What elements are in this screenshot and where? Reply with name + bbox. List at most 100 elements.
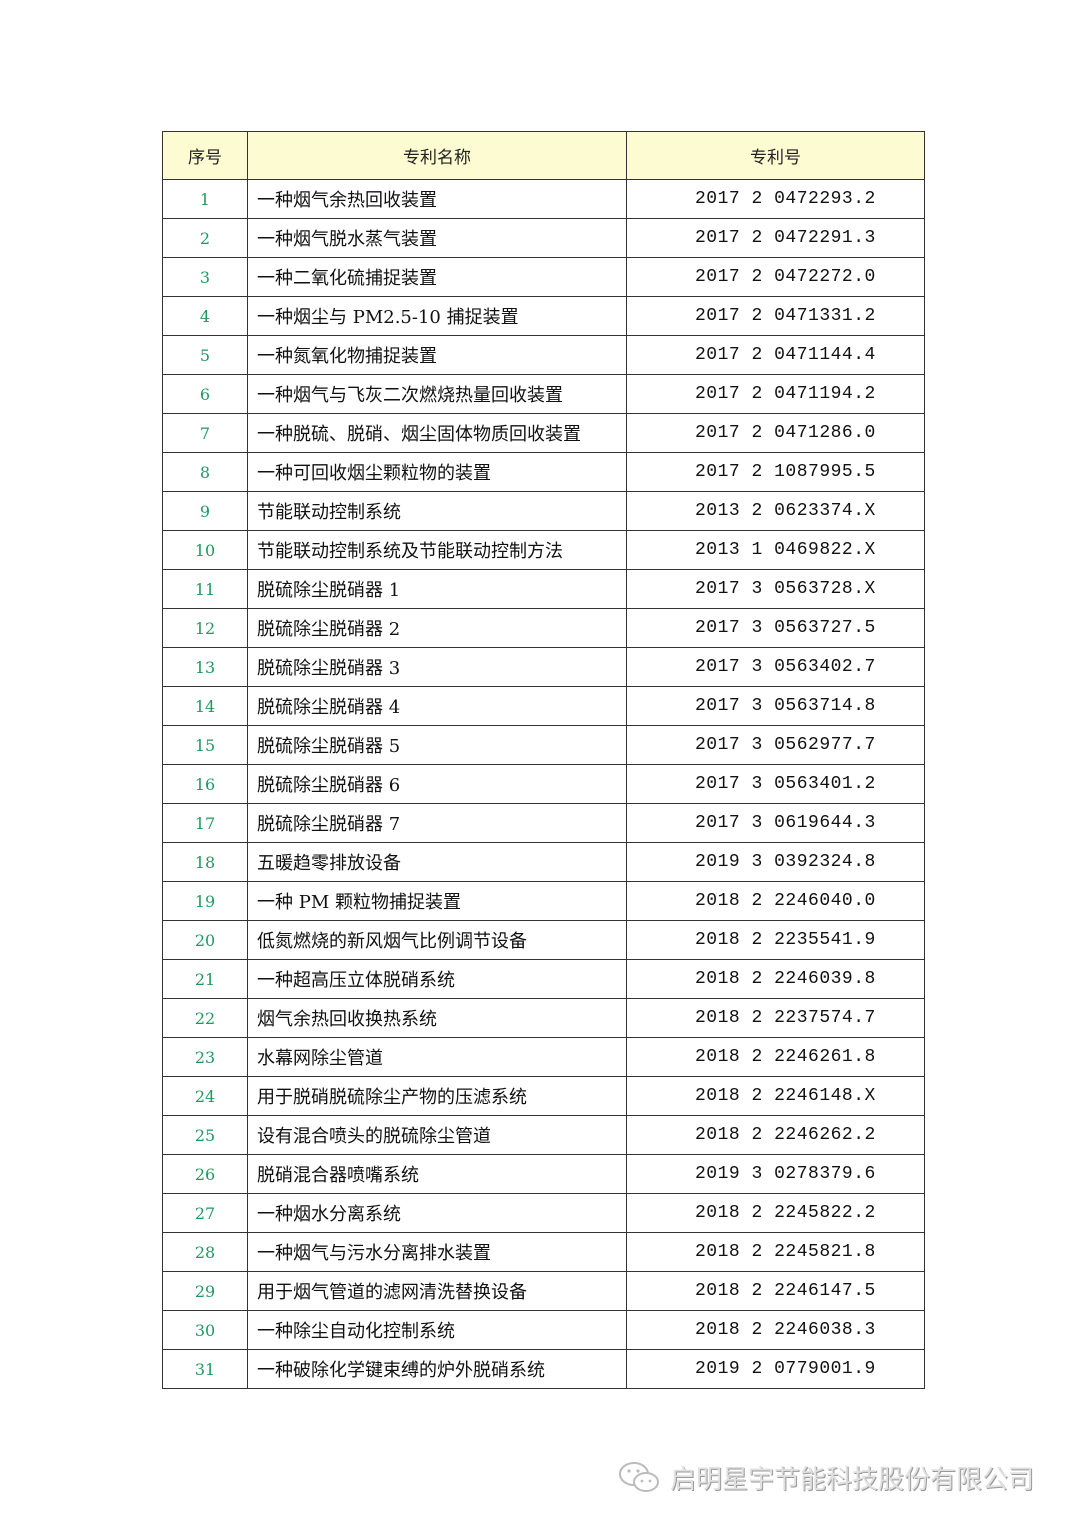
table-row: 4 一种烟尘与 PM2.5-10 捕捉装置 2017 2 0471331.2 xyxy=(162,296,925,336)
patent-number: 2018 2 2246147.5 xyxy=(626,1271,925,1311)
patent-number: 2018 2 2246261.8 xyxy=(626,1037,925,1077)
table-row: 8 一种可回收烟尘颗粒物的装置 2017 2 1087995.5 xyxy=(162,452,925,492)
row-index: 23 xyxy=(162,1037,248,1077)
patent-name: 一种超高压立体脱硝系统 xyxy=(247,959,627,999)
row-index: 11 xyxy=(162,569,248,609)
patent-name: 脱硫除尘脱硝器 4 xyxy=(247,686,627,726)
patent-number: 2019 2 0779001.9 xyxy=(626,1349,925,1389)
patent-number: 2017 2 0472293.2 xyxy=(626,179,925,219)
patent-name: 一种破除化学键束缚的炉外脱硝系统 xyxy=(247,1349,627,1389)
table-row: 21 一种超高压立体脱硝系统 2018 2 2246039.8 xyxy=(162,959,925,999)
row-index: 20 xyxy=(162,920,248,960)
row-index: 9 xyxy=(162,491,248,531)
table-row: 12 脱硫除尘脱硝器 2 2017 3 0563727.5 xyxy=(162,608,925,648)
table-row: 10 节能联动控制系统及节能联动控制方法 2013 1 0469822.X xyxy=(162,530,925,570)
patent-number: 2017 3 0563402.7 xyxy=(626,647,925,687)
patent-name: 脱硫除尘脱硝器 2 xyxy=(247,608,627,648)
row-index: 18 xyxy=(162,842,248,882)
patent-name: 一种烟气脱水蒸气装置 xyxy=(247,218,627,258)
patent-name: 一种脱硫、脱硝、烟尘固体物质回收装置 xyxy=(247,413,627,453)
patent-name: 低氮燃烧的新风烟气比例调节设备 xyxy=(247,920,627,960)
table-row: 27 一种烟水分离系统 2018 2 2245822.2 xyxy=(162,1193,925,1233)
table-row: 24 用于脱硝脱硫除尘产物的压滤系统 2018 2 2246148.X xyxy=(162,1076,925,1116)
table-row: 11 脱硫除尘脱硝器 1 2017 3 0563728.X xyxy=(162,569,925,609)
patent-number: 2018 2 2246038.3 xyxy=(626,1310,925,1350)
patent-number: 2019 3 0278379.6 xyxy=(626,1154,925,1194)
row-index: 27 xyxy=(162,1193,248,1233)
table-row: 9 节能联动控制系统 2013 2 0623374.X xyxy=(162,491,925,531)
row-index: 25 xyxy=(162,1115,248,1155)
patent-name: 设有混合喷头的脱硫除尘管道 xyxy=(247,1115,627,1155)
table-row: 13 脱硫除尘脱硝器 3 2017 3 0563402.7 xyxy=(162,647,925,687)
patent-number: 2019 3 0392324.8 xyxy=(626,842,925,882)
patent-number: 2017 3 0563401.2 xyxy=(626,764,925,804)
patent-name: 一种烟气余热回收装置 xyxy=(247,179,627,219)
header-patent-number: 专利号 xyxy=(626,131,925,180)
wechat-icon xyxy=(619,1461,659,1492)
patent-number: 2018 2 2237574.7 xyxy=(626,998,925,1038)
patent-name: 一种烟气与飞灰二次燃烧热量回收装置 xyxy=(247,374,627,414)
table-row: 1 一种烟气余热回收装置 2017 2 0472293.2 xyxy=(162,179,925,219)
patent-number: 2018 2 2245821.8 xyxy=(626,1232,925,1272)
table-row: 23 水幕网除尘管道 2018 2 2246261.8 xyxy=(162,1037,925,1077)
patent-name: 节能联动控制系统及节能联动控制方法 xyxy=(247,530,627,570)
table-row: 5 一种氮氧化物捕捉装置 2017 2 0471144.4 xyxy=(162,335,925,375)
patent-name: 水幕网除尘管道 xyxy=(247,1037,627,1077)
table-row: 2 一种烟气脱水蒸气装置 2017 2 0472291.3 xyxy=(162,218,925,258)
row-index: 16 xyxy=(162,764,248,804)
patent-name: 脱硫除尘脱硝器 5 xyxy=(247,725,627,765)
table-row: 3 一种二氧化硫捕捉装置 2017 2 0472272.0 xyxy=(162,257,925,297)
row-index: 21 xyxy=(162,959,248,999)
row-index: 15 xyxy=(162,725,248,765)
patent-number: 2018 2 2246040.0 xyxy=(626,881,925,921)
row-index: 5 xyxy=(162,335,248,375)
row-index: 14 xyxy=(162,686,248,726)
patent-number: 2017 2 0471331.2 xyxy=(626,296,925,336)
row-index: 6 xyxy=(162,374,248,414)
patent-name: 一种除尘自动化控制系统 xyxy=(247,1310,627,1350)
patent-number: 2017 2 1087995.5 xyxy=(626,452,925,492)
patent-name: 一种烟气与污水分离排水装置 xyxy=(247,1232,627,1272)
row-index: 29 xyxy=(162,1271,248,1311)
table-row: 14 脱硫除尘脱硝器 4 2017 3 0563714.8 xyxy=(162,686,925,726)
patent-number: 2017 3 0563714.8 xyxy=(626,686,925,726)
row-index: 2 xyxy=(162,218,248,258)
patent-name: 脱硫除尘脱硝器 1 xyxy=(247,569,627,609)
table-row: 28 一种烟气与污水分离排水装置 2018 2 2245821.8 xyxy=(162,1232,925,1272)
patent-number: 2013 1 0469822.X xyxy=(626,530,925,570)
row-index: 10 xyxy=(162,530,248,570)
table-row: 19 一种 PM 颗粒物捕捉装置 2018 2 2246040.0 xyxy=(162,881,925,921)
patent-name: 一种可回收烟尘颗粒物的装置 xyxy=(247,452,627,492)
patent-number: 2017 2 0472291.3 xyxy=(626,218,925,258)
row-index: 13 xyxy=(162,647,248,687)
patent-number: 2017 2 0471194.2 xyxy=(626,374,925,414)
header-index: 序号 xyxy=(162,131,248,180)
patent-name: 一种烟水分离系统 xyxy=(247,1193,627,1233)
patent-number: 2018 2 2245822.2 xyxy=(626,1193,925,1233)
patent-number: 2017 3 0563728.X xyxy=(626,569,925,609)
row-index: 22 xyxy=(162,998,248,1038)
row-index: 12 xyxy=(162,608,248,648)
row-index: 30 xyxy=(162,1310,248,1350)
watermark-text: 启明星宇节能科技股份有限公司 xyxy=(670,1465,1035,1495)
patent-number: 2018 2 2235541.9 xyxy=(626,920,925,960)
row-index: 7 xyxy=(162,413,248,453)
table-row: 18 五暖趋零排放设备 2019 3 0392324.8 xyxy=(162,842,925,882)
row-index: 19 xyxy=(162,881,248,921)
row-index: 24 xyxy=(162,1076,248,1116)
row-index: 17 xyxy=(162,803,248,843)
table-row: 25 设有混合喷头的脱硫除尘管道 2018 2 2246262.2 xyxy=(162,1115,925,1155)
table-row: 6 一种烟气与飞灰二次燃烧热量回收装置 2017 2 0471194.2 xyxy=(162,374,925,414)
patent-number: 2017 3 0619644.3 xyxy=(626,803,925,843)
patent-number: 2017 2 0471286.0 xyxy=(626,413,925,453)
header-patent-name: 专利名称 xyxy=(247,131,627,180)
patent-name: 一种 PM 颗粒物捕捉装置 xyxy=(247,881,627,921)
patent-name: 五暖趋零排放设备 xyxy=(247,842,627,882)
row-index: 4 xyxy=(162,296,248,336)
table-row: 30 一种除尘自动化控制系统 2018 2 2246038.3 xyxy=(162,1310,925,1350)
row-index: 1 xyxy=(162,179,248,219)
table-row: 29 用于烟气管道的滤网清洗替换设备 2018 2 2246147.5 xyxy=(162,1271,925,1311)
table-row: 22 烟气余热回收换热系统 2018 2 2237574.7 xyxy=(162,998,925,1038)
patent-name: 脱硝混合器喷嘴系统 xyxy=(247,1154,627,1194)
patent-number: 2018 2 2246148.X xyxy=(626,1076,925,1116)
